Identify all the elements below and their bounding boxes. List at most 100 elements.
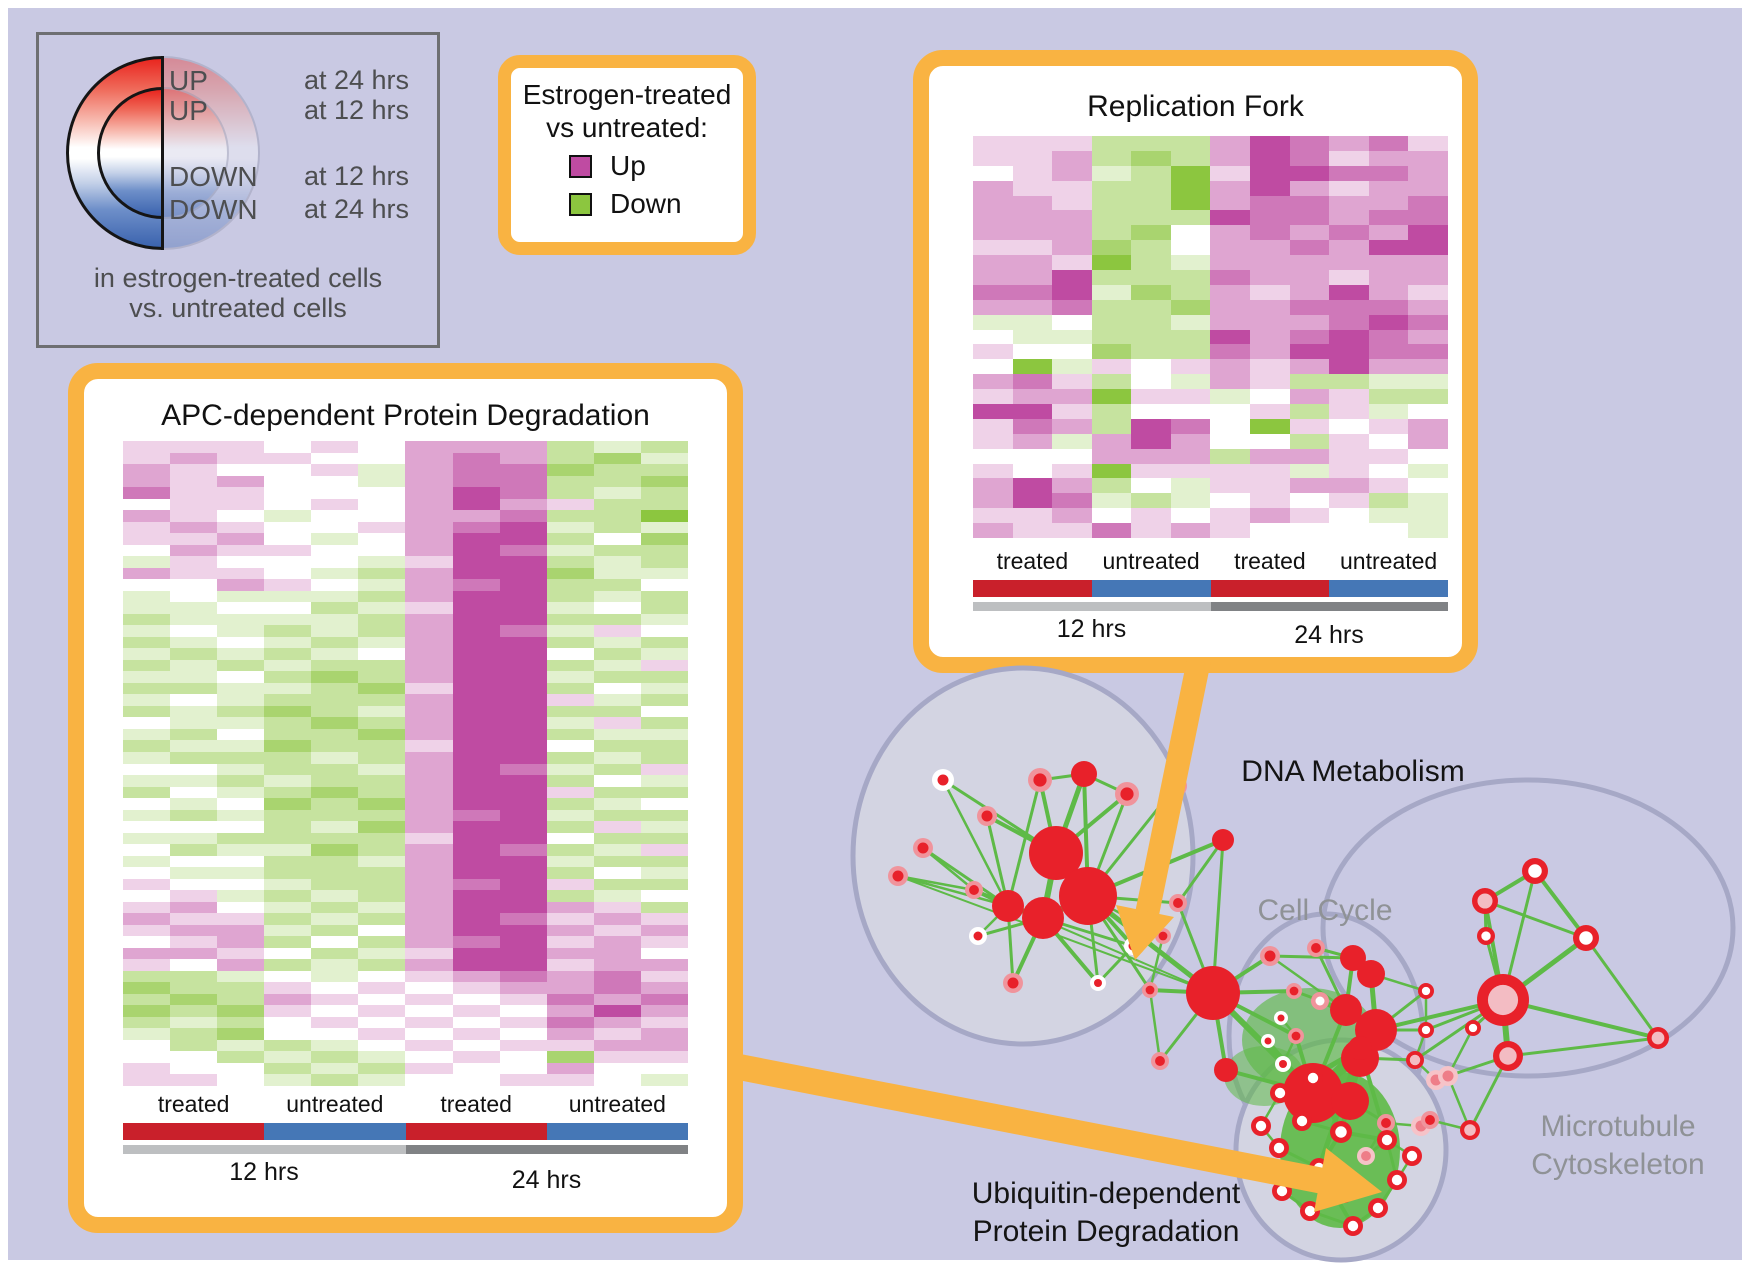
heatmap-cell [1250, 493, 1290, 509]
heatmap-cell [311, 775, 359, 787]
heatmap-cell [640, 959, 688, 971]
heatmap-cell [640, 498, 688, 511]
heatmap-cell [593, 959, 641, 971]
heatmap-cell [452, 913, 500, 925]
heatmap-cell [264, 659, 312, 672]
heatmap-cell [973, 493, 1013, 509]
updown-footer-line2: vs. untreated cells [129, 293, 347, 323]
heatmap-cell [264, 648, 312, 660]
heatmap-cell [1052, 165, 1092, 181]
heatmap-cell [1131, 284, 1171, 300]
heatmap-cell [405, 809, 453, 822]
heatmap-cell [1289, 150, 1330, 166]
arrow-head-replication-fork-to-dna-metabolism [1116, 905, 1174, 960]
heatmap-cell [264, 1005, 312, 1017]
heatmap-cell [170, 740, 218, 752]
heatmap-cell [311, 659, 359, 672]
network-edge [1268, 954, 1355, 960]
heatmap-cell [1368, 270, 1409, 285]
heatmap-cell [264, 671, 312, 683]
apc-panel: APC-dependent Protein Degradation treate… [68, 363, 743, 1233]
heatmap-cell [358, 924, 406, 937]
network-node-pink-ring-red-core [1311, 943, 1321, 953]
heatmap-cell [264, 625, 312, 637]
heatmap-cell [1329, 210, 1369, 226]
heatmap-cell [640, 464, 688, 476]
heatmap-cell [123, 844, 171, 856]
heatmap-cell [1368, 210, 1409, 226]
heatmap-cell [311, 821, 359, 833]
network-node-red-ring-white-core [1528, 864, 1542, 878]
heatmap-cell [1091, 284, 1132, 300]
updown-legend-box: UP at 24 hrs UP at 12 hrs DOWN at 12 hrs… [36, 32, 440, 348]
heatmap-cell [1091, 433, 1132, 449]
heatmap-cell [1210, 448, 1251, 464]
heatmap-cell [593, 475, 641, 488]
heatmap-cell [1052, 136, 1092, 151]
heatmap-cell [123, 855, 171, 868]
heatmap-cell [1329, 463, 1369, 479]
heatmap-cell [358, 694, 406, 706]
heatmap-cell [170, 1051, 218, 1063]
heatmap-cell [1329, 165, 1369, 181]
heatmap-cell [499, 982, 547, 994]
heatmap-cell [311, 682, 359, 695]
heatmap-cell [499, 567, 547, 580]
heatmap-cell [358, 740, 406, 752]
heatmap-cell [1210, 314, 1251, 330]
heatmap-cell [1368, 195, 1409, 211]
replication-fork-time-bar [973, 602, 1448, 611]
heatmap-cell [499, 775, 547, 787]
heatmap-cell [640, 982, 688, 994]
heatmap-cell [546, 1039, 594, 1052]
heatmap-cell [217, 498, 265, 511]
heatmap-cell [1052, 508, 1092, 524]
heatmap-cell [311, 901, 359, 914]
heatmap-cell [593, 970, 641, 983]
heatmap-cell [311, 590, 359, 603]
heatmap-cell [499, 763, 547, 776]
heatmap-cell [1012, 389, 1053, 404]
heatmap-cell [452, 982, 500, 994]
network-node-white-ring-red-core [1279, 1060, 1287, 1068]
network-node-solid-red [1059, 867, 1117, 925]
heatmap-cell [1210, 478, 1251, 494]
heatmap-cell [123, 809, 171, 822]
updown-footer-line1: in estrogen-treated cells [93, 263, 383, 293]
heatmap-cell [1091, 195, 1132, 211]
heatmap-cell [1131, 404, 1171, 419]
heatmap-cell [170, 705, 218, 718]
heatmap-cell [1052, 448, 1092, 464]
heatmap-cell [217, 452, 265, 465]
heatmap-cell [217, 579, 265, 591]
heatmap-cell [1170, 463, 1211, 479]
heatmap-cell [1329, 225, 1369, 241]
heatmap-cell [264, 924, 312, 937]
heatmap-cell [452, 1028, 500, 1040]
heatmap-cell [593, 441, 641, 453]
network-node-red-ring-pink-core [1409, 1054, 1421, 1066]
heatmap-cell [170, 613, 218, 626]
heatmap-cell [358, 832, 406, 845]
heatmap-cell [452, 844, 500, 856]
heatmap-cell [311, 510, 359, 522]
heatmap-cell [973, 299, 1013, 315]
heatmap-cell [1408, 299, 1448, 315]
network-node-red-ring-pink-core [1499, 1047, 1517, 1065]
heatmap-cell [546, 636, 594, 649]
network-node-pink-ring-red-core [1291, 1031, 1301, 1041]
heatmap-cell [311, 832, 359, 845]
network-edge [1483, 899, 1588, 940]
heatmap-cell [973, 255, 1013, 270]
heatmap-cell [1368, 329, 1409, 345]
heatmap-cell [405, 452, 453, 465]
heatmap-cell [452, 602, 500, 614]
heatmap-cell [1091, 240, 1132, 256]
heatmap-cell [452, 487, 500, 499]
heatmap-cell [217, 832, 265, 845]
estrogen-legend-title-line2: vs untreated: [546, 112, 708, 143]
heatmap-cell [593, 717, 641, 729]
heatmap-cell [499, 556, 547, 568]
heatmap-cell [973, 389, 1013, 404]
heatmap-cell [640, 936, 688, 948]
